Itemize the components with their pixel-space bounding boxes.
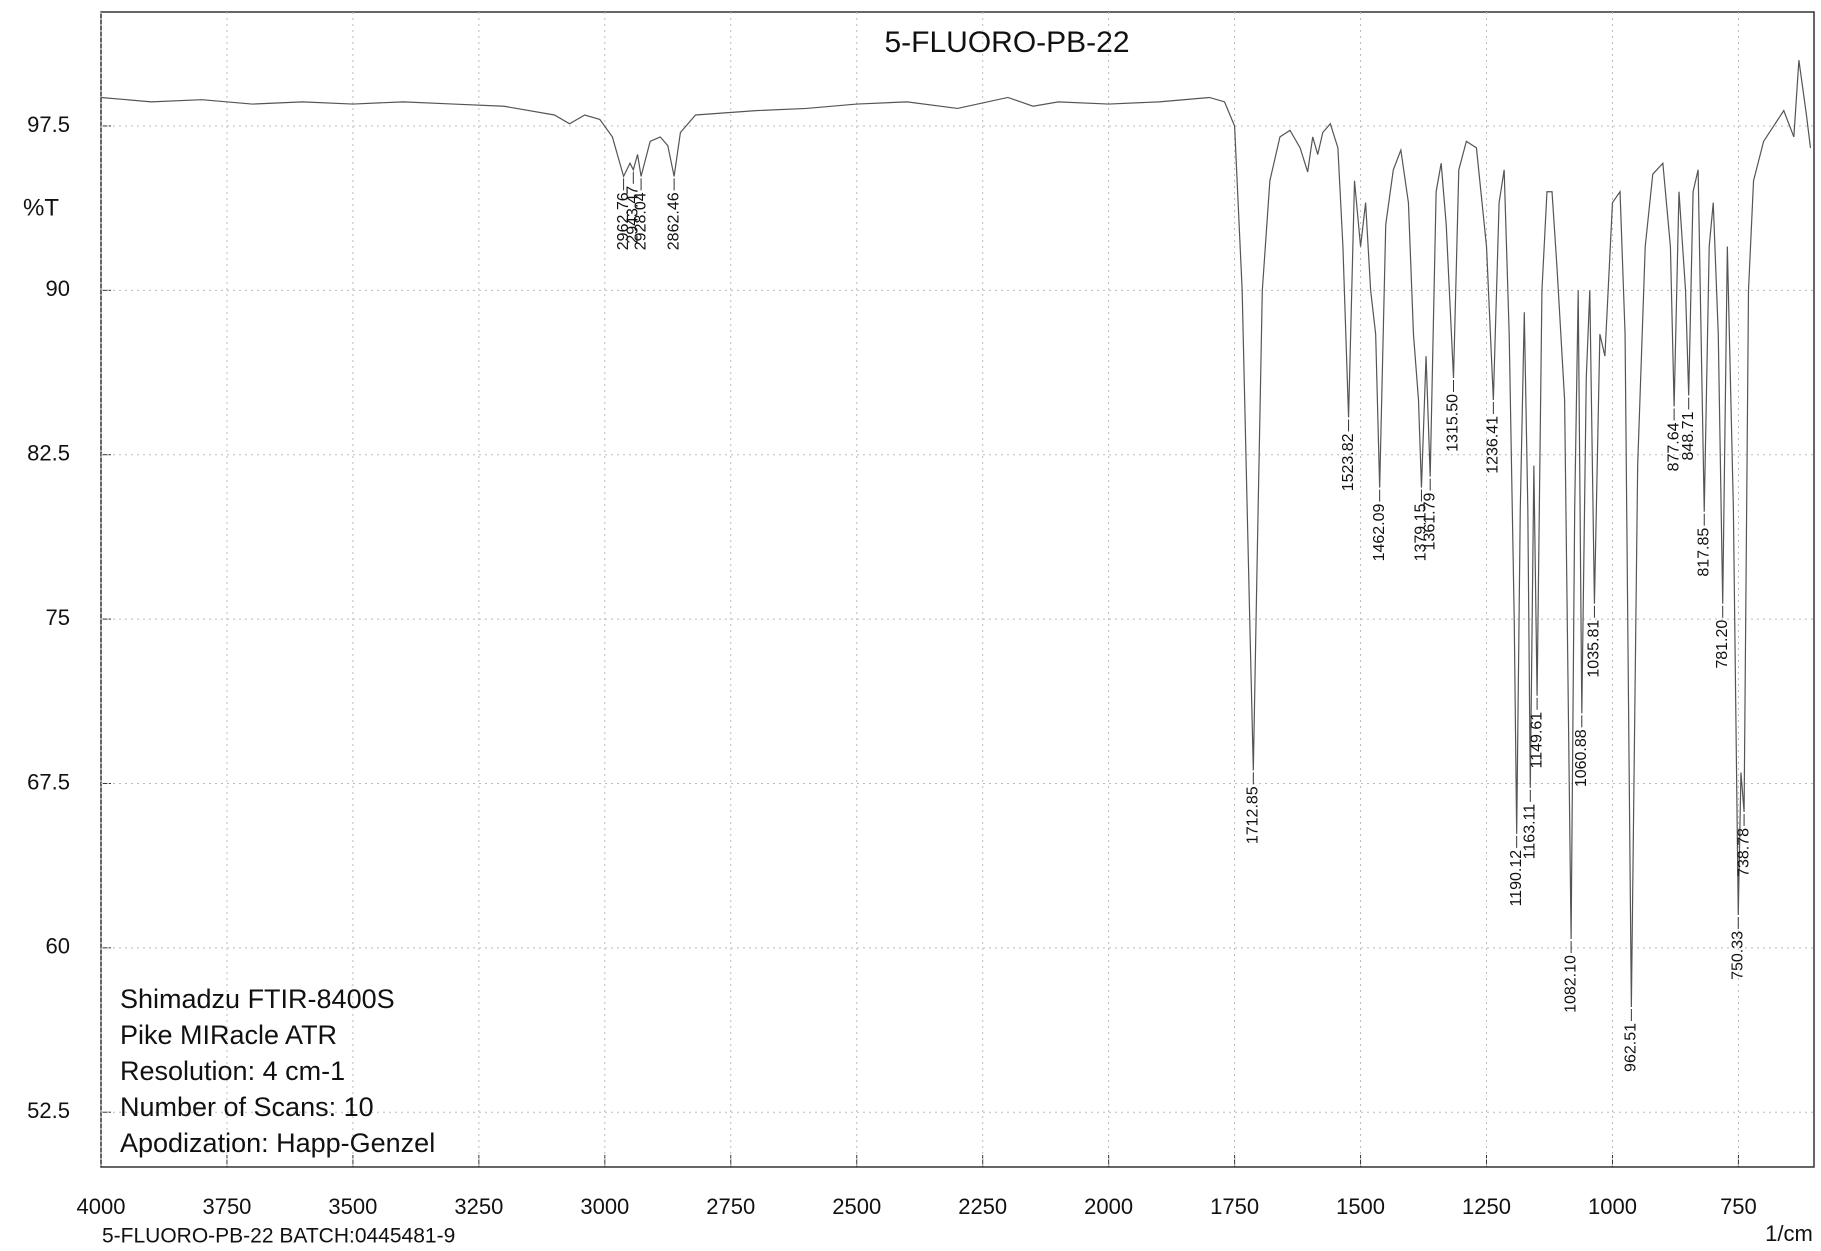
spectrum-line [100,60,1812,1008]
peak-label: 1060.88 [1573,729,1590,787]
peak-label: 1149.61 [1528,712,1545,769]
peak-label: 1236.41 [1485,416,1502,474]
peak-label: 2962.76 [615,192,632,250]
x-tick-label: 2000 [1084,1194,1133,1219]
y-axis-label: %T [23,194,59,221]
peak-label: 1462.09 [1371,503,1388,561]
peak-label: 1712.85 [1245,786,1262,844]
peak-label: 1523.82 [1340,433,1357,491]
x-tick-label: 1500 [1336,1194,1385,1219]
x-axis-label: 1/cm [1765,1221,1813,1246]
y-tick-label: 67.5 [27,769,70,794]
peak-label: 848.71 [1680,411,1697,460]
y-tick-label: 97.5 [27,112,70,137]
x-tick-label: 750 [1720,1194,1757,1219]
peak-label: 1190.12 [1508,850,1525,907]
x-tick-label: 4000 [77,1194,126,1219]
x-tick-label: 1750 [1210,1194,1259,1219]
peak-label: 2862.46 [665,192,682,250]
x-tick-label: 2500 [832,1194,881,1219]
x-tick-label: 3750 [202,1194,251,1219]
x-tick-label: 3500 [328,1194,377,1219]
y-tick-label: 82.5 [27,441,70,466]
peak-label: 2928.04 [632,192,649,250]
peak-label: 1035.81 [1586,620,1603,678]
instrument-note: Shimadzu FTIR-8400S [120,984,395,1014]
peak-label: 817.85 [1695,528,1712,577]
peak-label: 1315.50 [1445,394,1462,452]
instrument-note: Number of Scans: 10 [120,1092,374,1122]
instrument-note: Resolution: 4 cm-1 [120,1056,345,1086]
x-tick-label: 3250 [454,1194,503,1219]
y-tick-label: 90 [46,276,70,301]
footer: 5-FLUORO-PB-22 BATCH:0445481-9 [102,1225,455,1248]
peak-label: 877.64 [1665,422,1682,471]
y-tick-label: 52.5 [27,1098,70,1123]
peak-label: 2943.47 [625,186,642,244]
peak-label: 750.33 [1729,931,1746,980]
instrument-note: Pike MIRacle ATR [120,1020,337,1050]
peak-label: 1163.11 [1522,804,1539,860]
peak-label: 781.20 [1714,620,1731,669]
x-tick-label: 1000 [1588,1194,1637,1219]
x-tick-label: 2250 [958,1194,1007,1219]
peak-label: 962.51 [1623,1023,1640,1072]
y-tick-label: 60 [46,934,70,959]
y-tick-label: 75 [46,605,70,630]
peak-label: 1361.79 [1421,493,1438,551]
x-tick-label: 1250 [1462,1194,1511,1219]
x-tick-label: 2750 [706,1194,755,1219]
peak-label: 1082.10 [1562,955,1579,1013]
x-tick-label: 3000 [580,1194,629,1219]
chart-title: 5-FLUORO-PB-22 [884,26,1129,59]
peak-label: 738.78 [1735,828,1752,877]
instrument-note: Apodization: Happ-Genzel [120,1128,435,1158]
peak-label: 1379.15 [1413,503,1430,561]
